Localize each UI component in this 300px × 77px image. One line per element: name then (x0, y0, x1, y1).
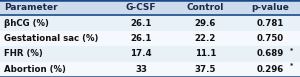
Text: Abortion (%): Abortion (%) (4, 65, 66, 74)
Text: Parameter: Parameter (4, 3, 58, 12)
Bar (0, 31, 300, 46)
Bar (0, 15, 300, 31)
Bar (0, 62, 300, 77)
Text: 33: 33 (135, 65, 147, 74)
Bar (0, 46, 300, 62)
Text: 0.689: 0.689 (256, 49, 284, 58)
Text: 0.750: 0.750 (256, 34, 284, 43)
Text: 26.1: 26.1 (130, 34, 152, 43)
Bar (0, 0, 300, 15)
Text: 17.4: 17.4 (130, 49, 152, 58)
Text: 0.296: 0.296 (256, 65, 284, 74)
Text: 26.1: 26.1 (130, 19, 152, 28)
Text: 11.1: 11.1 (195, 49, 216, 58)
Text: p-value: p-value (251, 3, 289, 12)
Text: 37.5: 37.5 (195, 65, 216, 74)
Text: Gestational sac (%): Gestational sac (%) (4, 34, 99, 43)
Text: FHR (%): FHR (%) (4, 49, 43, 58)
Text: 29.6: 29.6 (195, 19, 216, 28)
Text: G-CSF: G-CSF (126, 3, 156, 12)
Text: 0.781: 0.781 (256, 19, 284, 28)
Text: *: * (290, 63, 294, 69)
Text: βhCG (%): βhCG (%) (4, 19, 50, 28)
Text: *: * (290, 48, 294, 54)
Text: Control: Control (187, 3, 224, 12)
Text: 22.2: 22.2 (195, 34, 216, 43)
